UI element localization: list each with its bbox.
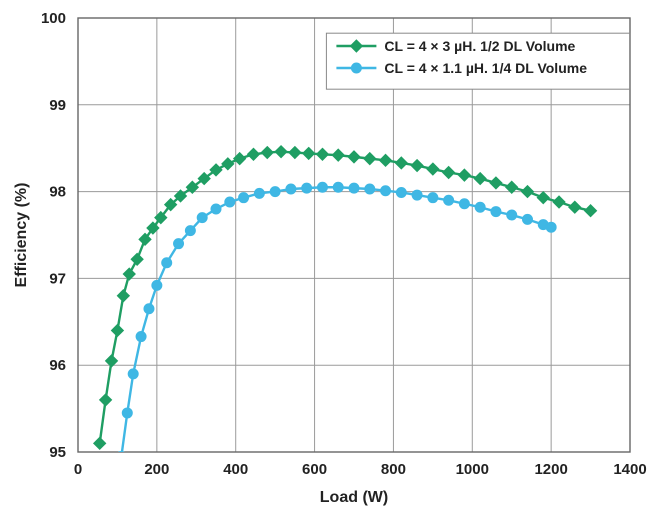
y-tick-label: 95	[49, 444, 66, 461]
x-tick-label: 1000	[456, 461, 489, 478]
x-tick-label: 1200	[534, 461, 567, 478]
x-tick-label: 400	[223, 461, 248, 478]
x-tick-label: 800	[381, 461, 406, 478]
chart-svg: 0 200 400 600 800 1000 1200 1400 95 96 97 98 99 100 Lo…	[0, 0, 651, 516]
x-tick-label: 600	[302, 461, 327, 478]
y-axis-label: Efficiency (%)	[13, 183, 30, 288]
y-tick-label: 100	[41, 10, 66, 27]
x-axis-label: Load (W)	[320, 489, 388, 506]
legend-label: CL = 4 × 1.1 µH. 1/4 DL Volume	[384, 60, 587, 76]
y-tick-label: 98	[49, 184, 66, 201]
x-tick-label: 0	[74, 461, 82, 478]
y-tick-label: 96	[49, 357, 66, 374]
legend-label: CL = 4 × 3 µH. 1/2 DL Volume	[384, 38, 575, 54]
y-tick-label: 99	[49, 97, 66, 114]
x-tick-label: 1400	[613, 461, 646, 478]
efficiency-chart: 0 200 400 600 800 1000 1200 1400 95 96 97 98 99 100 Lo…	[0, 0, 651, 516]
y-tick-label: 97	[49, 270, 66, 287]
x-tick-label: 200	[144, 461, 169, 478]
